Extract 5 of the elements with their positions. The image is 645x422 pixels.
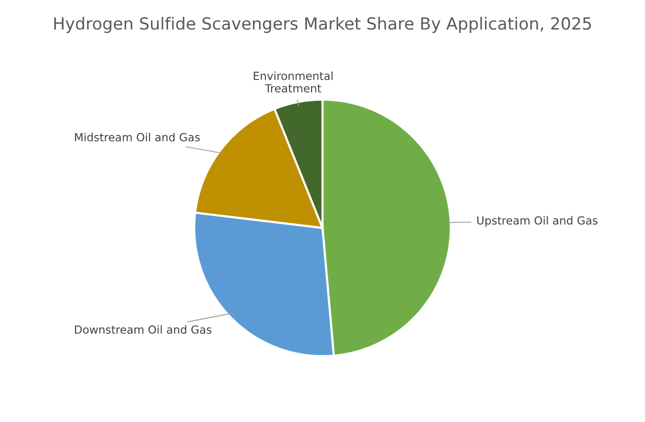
slice-label: Downstream Oil and Gas <box>75 325 212 334</box>
slice-label: Environmental Treatment <box>254 71 333 92</box>
slice-label: Upstream Oil and Gas <box>477 216 598 227</box>
slice-label: Midstream Oil and Gas <box>75 132 200 142</box>
chart-title: Hydrogen Sulfide Scavengers Market Share By Application, 2025 <box>54 16 591 34</box>
